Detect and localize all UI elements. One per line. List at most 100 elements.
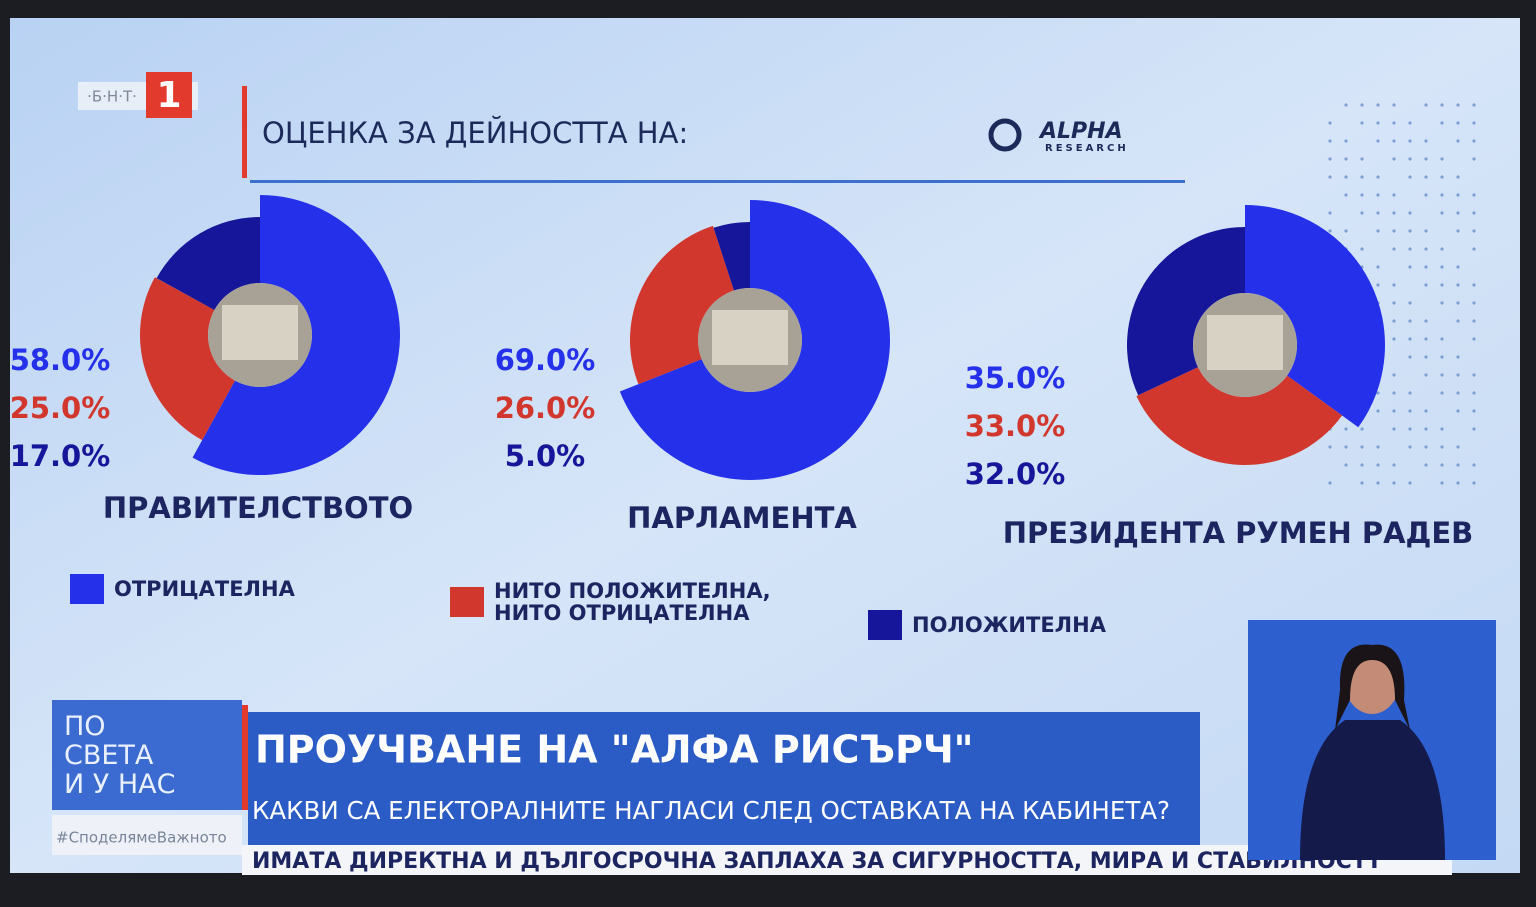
decor-dot [1376, 193, 1380, 197]
slide-title: ОЦЕНКА ЗА ДЕЙНОСТТА НА: [262, 116, 688, 150]
value-label: 17.0% [10, 439, 111, 473]
decor-dot [1360, 427, 1364, 431]
source-logo-sub: RESEARCH [1045, 143, 1129, 154]
decor-dot [1376, 481, 1380, 485]
decor-dot [1360, 193, 1364, 197]
center-photo-building [712, 310, 788, 365]
decor-dot [1328, 481, 1332, 485]
decor-dot [1440, 157, 1444, 161]
interpreter-body [1300, 720, 1445, 860]
decor-dot [1392, 103, 1396, 107]
decor-dot [1440, 391, 1444, 395]
decor-dot [1328, 157, 1332, 161]
decor-dot [1328, 211, 1332, 215]
source-logo-mark [988, 118, 1022, 152]
decor-dot [1424, 139, 1428, 143]
headline-box [248, 712, 1200, 855]
decor-dot [1424, 265, 1428, 269]
decor-dot [1456, 211, 1460, 215]
decor-dot [1424, 283, 1428, 287]
decor-dot [1408, 355, 1412, 359]
decor-dot [1472, 301, 1476, 305]
decor-dot [1344, 139, 1348, 143]
legend-swatch [70, 574, 104, 604]
decor-dot [1360, 445, 1364, 449]
hashtag: #СподелямеВажното [56, 829, 227, 847]
decor-dot [1424, 445, 1428, 449]
decor-dot [1440, 265, 1444, 269]
decor-dot [1328, 229, 1332, 233]
decor-dot [1424, 373, 1428, 377]
decor-dot [1472, 121, 1476, 125]
chart-title: ПРЕЗИДЕНТА РУМЕН РАДЕВ [1003, 516, 1474, 550]
decor-dot [1424, 463, 1428, 467]
decor-dot [1424, 157, 1428, 161]
decor-dot [1408, 445, 1412, 449]
decor-dot [1408, 337, 1412, 341]
donut-segment [156, 217, 260, 310]
center-photo-building [222, 305, 298, 360]
decor-dot [1456, 193, 1460, 197]
show-logo: ПО СВЕТА И У НАС [64, 712, 175, 799]
decor-dot [1440, 247, 1444, 251]
legend-item: ОТРИЦАТЕЛНА [70, 574, 295, 604]
decor-dot [1344, 103, 1348, 107]
decor-dot [1376, 283, 1380, 287]
legend-item: ПОЛОЖИТЕЛНА [868, 610, 1106, 640]
legend-label: ОТРИЦАТЕЛНА [114, 577, 295, 601]
decor-dot [1344, 175, 1348, 179]
decor-dot [1344, 193, 1348, 197]
headline: ПРОУЧВАНЕ НА "АЛФА РИСЪРЧ" [255, 728, 973, 772]
hashtag-box [52, 815, 242, 855]
decor-dot [1424, 193, 1428, 197]
donut-segment [1127, 227, 1245, 396]
donut-segment [713, 222, 750, 291]
decor-dot [1440, 337, 1444, 341]
donut-segment [192, 195, 400, 476]
decor-dot [1456, 175, 1460, 179]
decor-dot [1328, 139, 1332, 143]
decor-dot [1424, 103, 1428, 107]
decor-dot [1408, 265, 1412, 269]
decor-dot [1376, 175, 1380, 179]
decor-dot [1408, 121, 1412, 125]
decor-dot [1392, 211, 1396, 215]
decor-dot [1456, 121, 1460, 125]
decor-dot [1392, 409, 1396, 413]
decor-dot [1376, 139, 1380, 143]
decor-dot [1472, 373, 1476, 377]
decor-dot [1456, 355, 1460, 359]
decor-dot [1456, 373, 1460, 377]
decor-dot [1392, 139, 1396, 143]
decor-dot [1472, 211, 1476, 215]
decor-dot [1440, 211, 1444, 215]
decor-dot [1440, 481, 1444, 485]
decor-dot [1456, 283, 1460, 287]
decor-dot [1472, 427, 1476, 431]
decor-dot [1392, 337, 1396, 341]
decor-dot [1392, 391, 1396, 395]
channel-number-box [146, 72, 192, 118]
decor-dot [1328, 175, 1332, 179]
decor-dot [1456, 301, 1460, 305]
decor-dot [1424, 229, 1428, 233]
decor-dot [1408, 229, 1412, 233]
decor-dot [1424, 409, 1428, 413]
decor-dot [1456, 229, 1460, 233]
decor-dot [1392, 463, 1396, 467]
decor-dot [1440, 463, 1444, 467]
decor-dot [1392, 283, 1396, 287]
decor-dot [1376, 391, 1380, 395]
decor-dot [1456, 445, 1460, 449]
decor-dot [1472, 193, 1476, 197]
show-logo-line: СВЕТА [64, 740, 154, 771]
donut-segment [1136, 367, 1343, 465]
decor-dot [1424, 355, 1428, 359]
decor-dot [1360, 463, 1364, 467]
show-logo-box [52, 700, 242, 810]
decor-dot [1472, 247, 1476, 251]
decor-dot [1472, 463, 1476, 467]
decor-dot [1328, 445, 1332, 449]
decor-dot [1376, 409, 1380, 413]
